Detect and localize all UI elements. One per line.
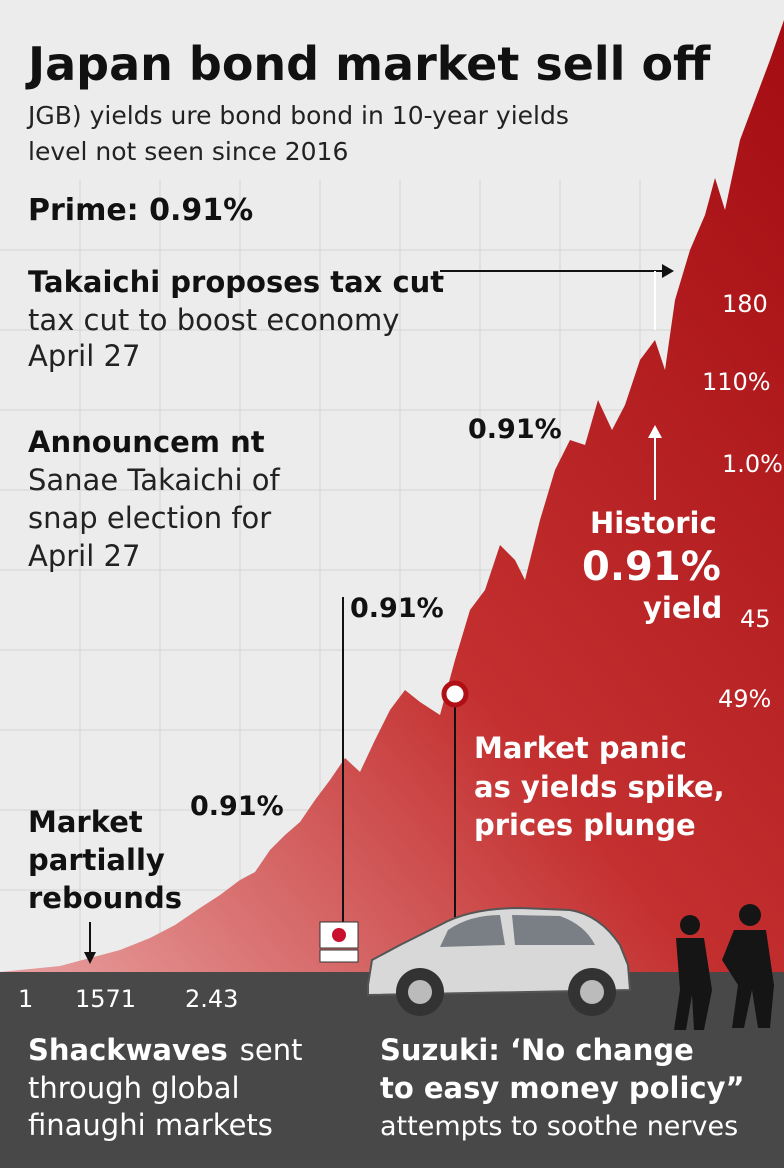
annotation-text: April 27 [28, 539, 140, 573]
title: Japan bond market sell off [25, 37, 711, 91]
arrowhead [648, 425, 662, 438]
chart-label: 0.91% [468, 414, 562, 445]
annotation-title: Takaichi proposes tax cut [28, 265, 444, 299]
historic-label: yield [643, 591, 722, 625]
prime: Prime: 0.91% [28, 193, 253, 228]
rebound-text: partially [28, 843, 165, 877]
rebound-text: rebounds [28, 881, 182, 915]
footer-text: through global [28, 1071, 240, 1105]
subtitle: JGB) yields ure bond bond in 10-year yie… [26, 101, 569, 130]
footer-heading: Suzuki: ‘No change [380, 1033, 694, 1067]
annotation-title: Announcem nt [28, 425, 265, 459]
annotation-text: Sanae Takaichi of [28, 463, 281, 497]
panic-text: prices plunge [474, 808, 696, 842]
footer-text: finaughi markets [28, 1108, 273, 1142]
subtitle: level not seen since 2016 [28, 137, 348, 166]
side-label: 1.0% [722, 450, 783, 478]
bottom-band [0, 972, 784, 1168]
side-label: 45 [740, 605, 771, 633]
rebound-text: Market [28, 805, 143, 839]
marker-dot [441, 680, 469, 708]
footer-heading: Shackwaves sent [28, 1033, 302, 1067]
footer-text: attempts to soothe nerves [380, 1111, 738, 1142]
side-label: 49% [718, 685, 771, 713]
yield-area [0, 20, 784, 972]
annotation-text: April 27 [28, 339, 140, 373]
panic-text: Market panic [474, 731, 687, 765]
flag [319, 921, 359, 963]
side-label: 180 [722, 290, 768, 318]
annotation-text: snap election for [28, 501, 271, 535]
arrowhead [662, 264, 674, 278]
footer-heading: to easy money policy” [380, 1071, 745, 1105]
chart-label: 0.91% [350, 593, 444, 624]
side-label: 110% [702, 368, 771, 396]
grid [0, 180, 784, 972]
footer-bold: Shackwaves [28, 1033, 228, 1067]
historic-label: Historic [590, 506, 717, 540]
silhouettes [674, 904, 774, 1030]
historic-value: 0.91% [582, 544, 721, 590]
axis-label: 1 [18, 985, 33, 1013]
footer-rest: sent [240, 1033, 303, 1067]
annotation-text: tax cut to boost economy [28, 303, 399, 337]
car [367, 906, 632, 1016]
panic-text: as yields spike, [474, 770, 725, 804]
axis-label: 1571 [75, 985, 136, 1013]
chart-label: 0.91% [190, 791, 284, 822]
axis-label: 2.43 [185, 985, 238, 1013]
arrowhead [84, 952, 96, 964]
